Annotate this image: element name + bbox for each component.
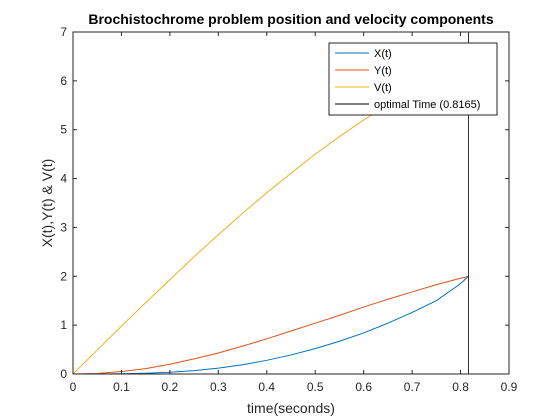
y-tick-label: 0 xyxy=(60,367,67,381)
series-line-x-t xyxy=(73,275,469,375)
y-tick-label: 4 xyxy=(60,172,67,186)
x-tick-label: 0.7 xyxy=(404,380,421,394)
legend-box xyxy=(328,42,498,116)
x-tick-label: 0.2 xyxy=(162,380,179,394)
x-tick-label: 0.3 xyxy=(210,380,227,394)
y-tick-label: 6 xyxy=(60,74,67,88)
x-tick-label: 0.4 xyxy=(258,380,275,394)
y-tick-label: 5 xyxy=(60,123,67,137)
y-tick-label: 2 xyxy=(60,269,67,283)
legend-entry: X(t) xyxy=(374,48,392,60)
x-axis-ticks: 0 0.1 0.2 0.3 0.4 0.5 0.6 0.7 0.8 0.9 xyxy=(70,32,518,394)
x-tick-label: 0.1 xyxy=(113,380,130,394)
legend: X(t) Y(t) V(t) optimal Time (0.8165) xyxy=(328,42,498,116)
x-tick-label: 0.6 xyxy=(355,380,372,394)
chart-title: Brochistochrome problem position and vel… xyxy=(88,11,493,27)
y-tick-label: 3 xyxy=(60,220,67,234)
x-tick-label: 0.8 xyxy=(452,380,469,394)
series-line-y-t xyxy=(72,275,469,375)
y-tick-label: 1 xyxy=(60,318,67,332)
x-axis-label: time(seconds) xyxy=(247,400,335,416)
x-tick-label: 0.9 xyxy=(501,380,518,394)
y-axis-label: X(t),Y(t) & V(t) xyxy=(39,159,55,248)
legend-entry: V(t) xyxy=(374,82,392,94)
legend-entry: optimal Time (0.8165) xyxy=(374,99,480,111)
y-axis-ticks: 0 1 2 3 4 5 6 7 xyxy=(60,25,509,381)
plot-frame xyxy=(72,31,510,375)
y-tick-label: 7 xyxy=(60,25,67,39)
x-tick-label: 0 xyxy=(70,380,77,394)
legend-entry: Y(t) xyxy=(374,65,392,77)
x-tick-label: 0.5 xyxy=(307,380,324,394)
